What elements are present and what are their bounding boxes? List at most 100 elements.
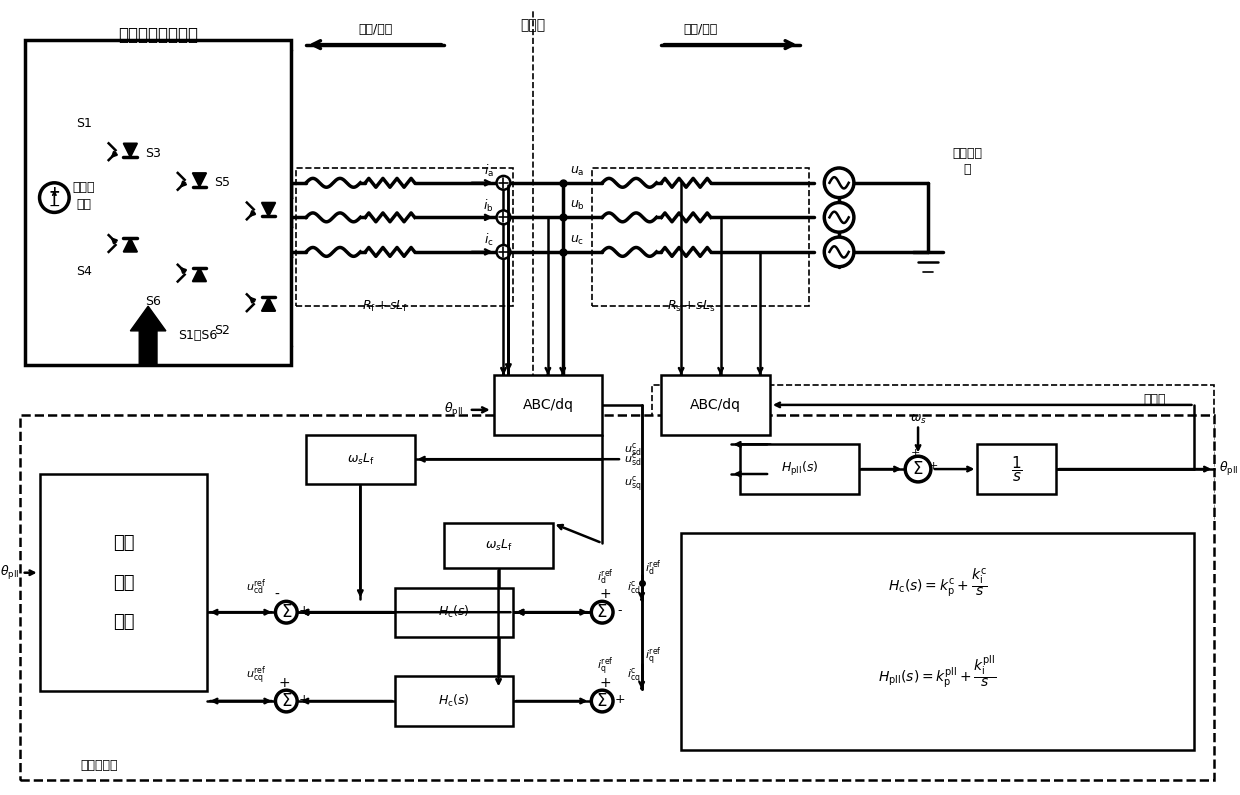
Polygon shape: [262, 203, 275, 216]
Text: $\Sigma$: $\Sigma$: [596, 603, 608, 621]
Text: $H_{\mathrm{pll}}\left(s\right)=k_{\mathrm{p}}^{\mathrm{pll}}+\dfrac{k_{\mathrm{: $H_{\mathrm{pll}}\left(s\right)=k_{\math…: [878, 653, 997, 689]
Text: $u_{\mathrm{b}}$: $u_{\mathrm{b}}$: [570, 199, 585, 212]
Text: $R_{\mathrm{s}}+sL_{\mathrm{s}}$: $R_{\mathrm{s}}+sL_{\mathrm{s}}$: [667, 299, 715, 314]
Text: $\theta_{\mathrm{pll}}$: $\theta_{\mathrm{pll}}$: [444, 401, 464, 419]
Bar: [681, 533, 1194, 750]
Text: $\Sigma$: $\Sigma$: [280, 692, 291, 710]
Polygon shape: [124, 143, 138, 157]
Text: $u_{\mathrm{a}}$: $u_{\mathrm{a}}$: [570, 165, 585, 177]
Circle shape: [905, 456, 931, 482]
Text: $u_{\mathrm{cq}}^{\mathrm{ref}}$: $u_{\mathrm{cq}}^{\mathrm{ref}}$: [246, 665, 267, 688]
Circle shape: [496, 211, 511, 224]
Text: $i_{\mathrm{d}}^{\mathrm{ref}}$: $i_{\mathrm{d}}^{\mathrm{ref}}$: [645, 558, 661, 578]
Text: +: +: [929, 461, 939, 471]
Text: 直流电: 直流电: [73, 181, 95, 194]
Polygon shape: [124, 238, 138, 252]
Text: 压源: 压源: [77, 198, 92, 211]
Bar: [306, 435, 414, 484]
Circle shape: [591, 690, 613, 712]
Text: S2: S2: [215, 324, 231, 337]
Text: $u_{\mathrm{c}}$: $u_{\mathrm{c}}$: [570, 234, 584, 246]
Bar: [25, 40, 291, 366]
Text: $u_{\mathrm{cd}}^{\mathrm{ref}}$: $u_{\mathrm{cd}}^{\mathrm{ref}}$: [246, 578, 267, 597]
Text: $\omega_s$: $\omega_s$: [910, 413, 926, 426]
Bar: [296, 168, 513, 306]
Polygon shape: [192, 173, 206, 187]
Circle shape: [591, 601, 613, 623]
Text: 矢量: 矢量: [113, 573, 134, 591]
Bar: [661, 375, 770, 435]
Bar: [494, 375, 603, 435]
Bar: [394, 677, 513, 726]
Text: $u_{\mathrm{sd}}^{\mathrm{c}}$: $u_{\mathrm{sd}}^{\mathrm{c}}$: [624, 440, 641, 458]
Text: $\Sigma$: $\Sigma$: [913, 460, 924, 478]
Text: $i_{\mathrm{cq}}^{\mathrm{c}}$: $i_{\mathrm{cq}}^{\mathrm{c}}$: [627, 666, 641, 686]
Text: $R_{\mathrm{f}}+sL_{\mathrm{f}}$: $R_{\mathrm{f}}+sL_{\mathrm{f}}$: [362, 299, 408, 314]
Circle shape: [40, 183, 69, 212]
Text: S1: S1: [76, 117, 92, 130]
Text: +: +: [299, 603, 310, 617]
Text: $\Sigma$: $\Sigma$: [596, 692, 608, 710]
Text: $-$: $-$: [48, 197, 61, 211]
Text: S4: S4: [76, 266, 92, 278]
Text: -: -: [618, 603, 622, 617]
Text: $i_{\mathrm{q}}^{\mathrm{ref}}$: $i_{\mathrm{q}}^{\mathrm{ref}}$: [645, 646, 661, 668]
Text: $\theta_{\mathrm{pll}}$: $\theta_{\mathrm{pll}}$: [0, 564, 20, 582]
Circle shape: [275, 690, 298, 712]
Text: $i_{\mathrm{q}}^{\mathrm{ref}}$: $i_{\mathrm{q}}^{\mathrm{ref}}$: [596, 655, 614, 677]
Text: $H_{\mathrm{c}}\left(s\right)$: $H_{\mathrm{c}}\left(s\right)$: [438, 693, 470, 709]
Text: +: +: [299, 692, 310, 705]
Polygon shape: [130, 306, 166, 366]
Text: $i_{\mathrm{a}}$: $i_{\mathrm{a}}$: [484, 163, 494, 179]
Bar: [740, 444, 859, 494]
Text: +: +: [910, 448, 920, 458]
Text: +: +: [599, 588, 611, 602]
Text: +: +: [615, 692, 625, 705]
Text: $u_{\mathrm{sq}}^{\mathrm{c}}$: $u_{\mathrm{sq}}^{\mathrm{c}}$: [624, 474, 641, 494]
Circle shape: [825, 237, 854, 266]
Text: 电压: 电压: [113, 534, 134, 553]
Text: $u_{\mathrm{sd}}^{\mathrm{c}}$: $u_{\mathrm{sd}}^{\mathrm{c}}$: [624, 451, 641, 467]
Text: ABC/dq: ABC/dq: [691, 398, 742, 412]
Text: +: +: [279, 677, 290, 690]
Text: 电流控制环: 电流控制环: [81, 758, 118, 772]
Circle shape: [496, 245, 511, 259]
Bar: [444, 523, 553, 568]
Bar: [20, 415, 1214, 780]
Text: $H_{\mathrm{c}}\left(s\right)$: $H_{\mathrm{c}}\left(s\right)$: [438, 604, 470, 620]
Text: $\omega_s L_{\mathrm{f}}$: $\omega_s L_{\mathrm{f}}$: [485, 538, 512, 553]
Text: $i_{\mathrm{d}}^{\mathrm{ref}}$: $i_{\mathrm{d}}^{\mathrm{ref}}$: [596, 568, 614, 588]
Bar: [40, 474, 207, 691]
Bar: [977, 444, 1056, 494]
Text: $i_{\mathrm{c}}$: $i_{\mathrm{c}}$: [484, 232, 494, 248]
Text: 三相两电平变流器: 三相两电平变流器: [118, 25, 198, 44]
Polygon shape: [262, 297, 275, 311]
Circle shape: [275, 601, 298, 623]
Circle shape: [496, 176, 511, 190]
Text: 交流电压: 交流电压: [952, 147, 982, 160]
Text: 并网点: 并网点: [521, 17, 546, 32]
Text: S6: S6: [145, 295, 161, 308]
Text: ABC/dq: ABC/dq: [522, 398, 573, 412]
Text: $\Sigma$: $\Sigma$: [280, 603, 291, 621]
Polygon shape: [192, 268, 206, 281]
Text: $\dfrac{1}{s}$: $\dfrac{1}{s}$: [1011, 454, 1023, 484]
Text: 锁相环: 锁相环: [1143, 394, 1166, 406]
Circle shape: [825, 168, 854, 198]
Text: 阻抗/导纳: 阻抗/导纳: [683, 23, 718, 37]
Text: $\theta_{\mathrm{pll}}$: $\theta_{\mathrm{pll}}$: [1219, 460, 1239, 478]
Text: S5: S5: [215, 176, 231, 189]
Bar: [394, 588, 513, 637]
Text: 调制: 调制: [113, 613, 134, 630]
Text: +: +: [599, 677, 611, 690]
Text: 源: 源: [963, 164, 971, 176]
Bar: [651, 385, 1214, 523]
Text: $H_{\mathrm{pll}}\left(s\right)$: $H_{\mathrm{pll}}\left(s\right)$: [781, 460, 818, 478]
Text: +: +: [48, 184, 61, 199]
Text: $i_{\mathrm{cd}}^{\mathrm{c}}$: $i_{\mathrm{cd}}^{\mathrm{c}}$: [627, 579, 641, 596]
Circle shape: [825, 203, 854, 232]
Text: $\omega_s L_{\mathrm{f}}$: $\omega_s L_{\mathrm{f}}$: [346, 452, 374, 467]
Bar: [593, 168, 810, 306]
Text: 阻抗/导纳: 阻抗/导纳: [358, 23, 392, 37]
Text: $H_{\mathrm{c}}\left(s\right)=k_{\mathrm{p}}^{\mathrm{c}}+\dfrac{k_{\mathrm{i}}^: $H_{\mathrm{c}}\left(s\right)=k_{\mathrm…: [888, 566, 988, 599]
